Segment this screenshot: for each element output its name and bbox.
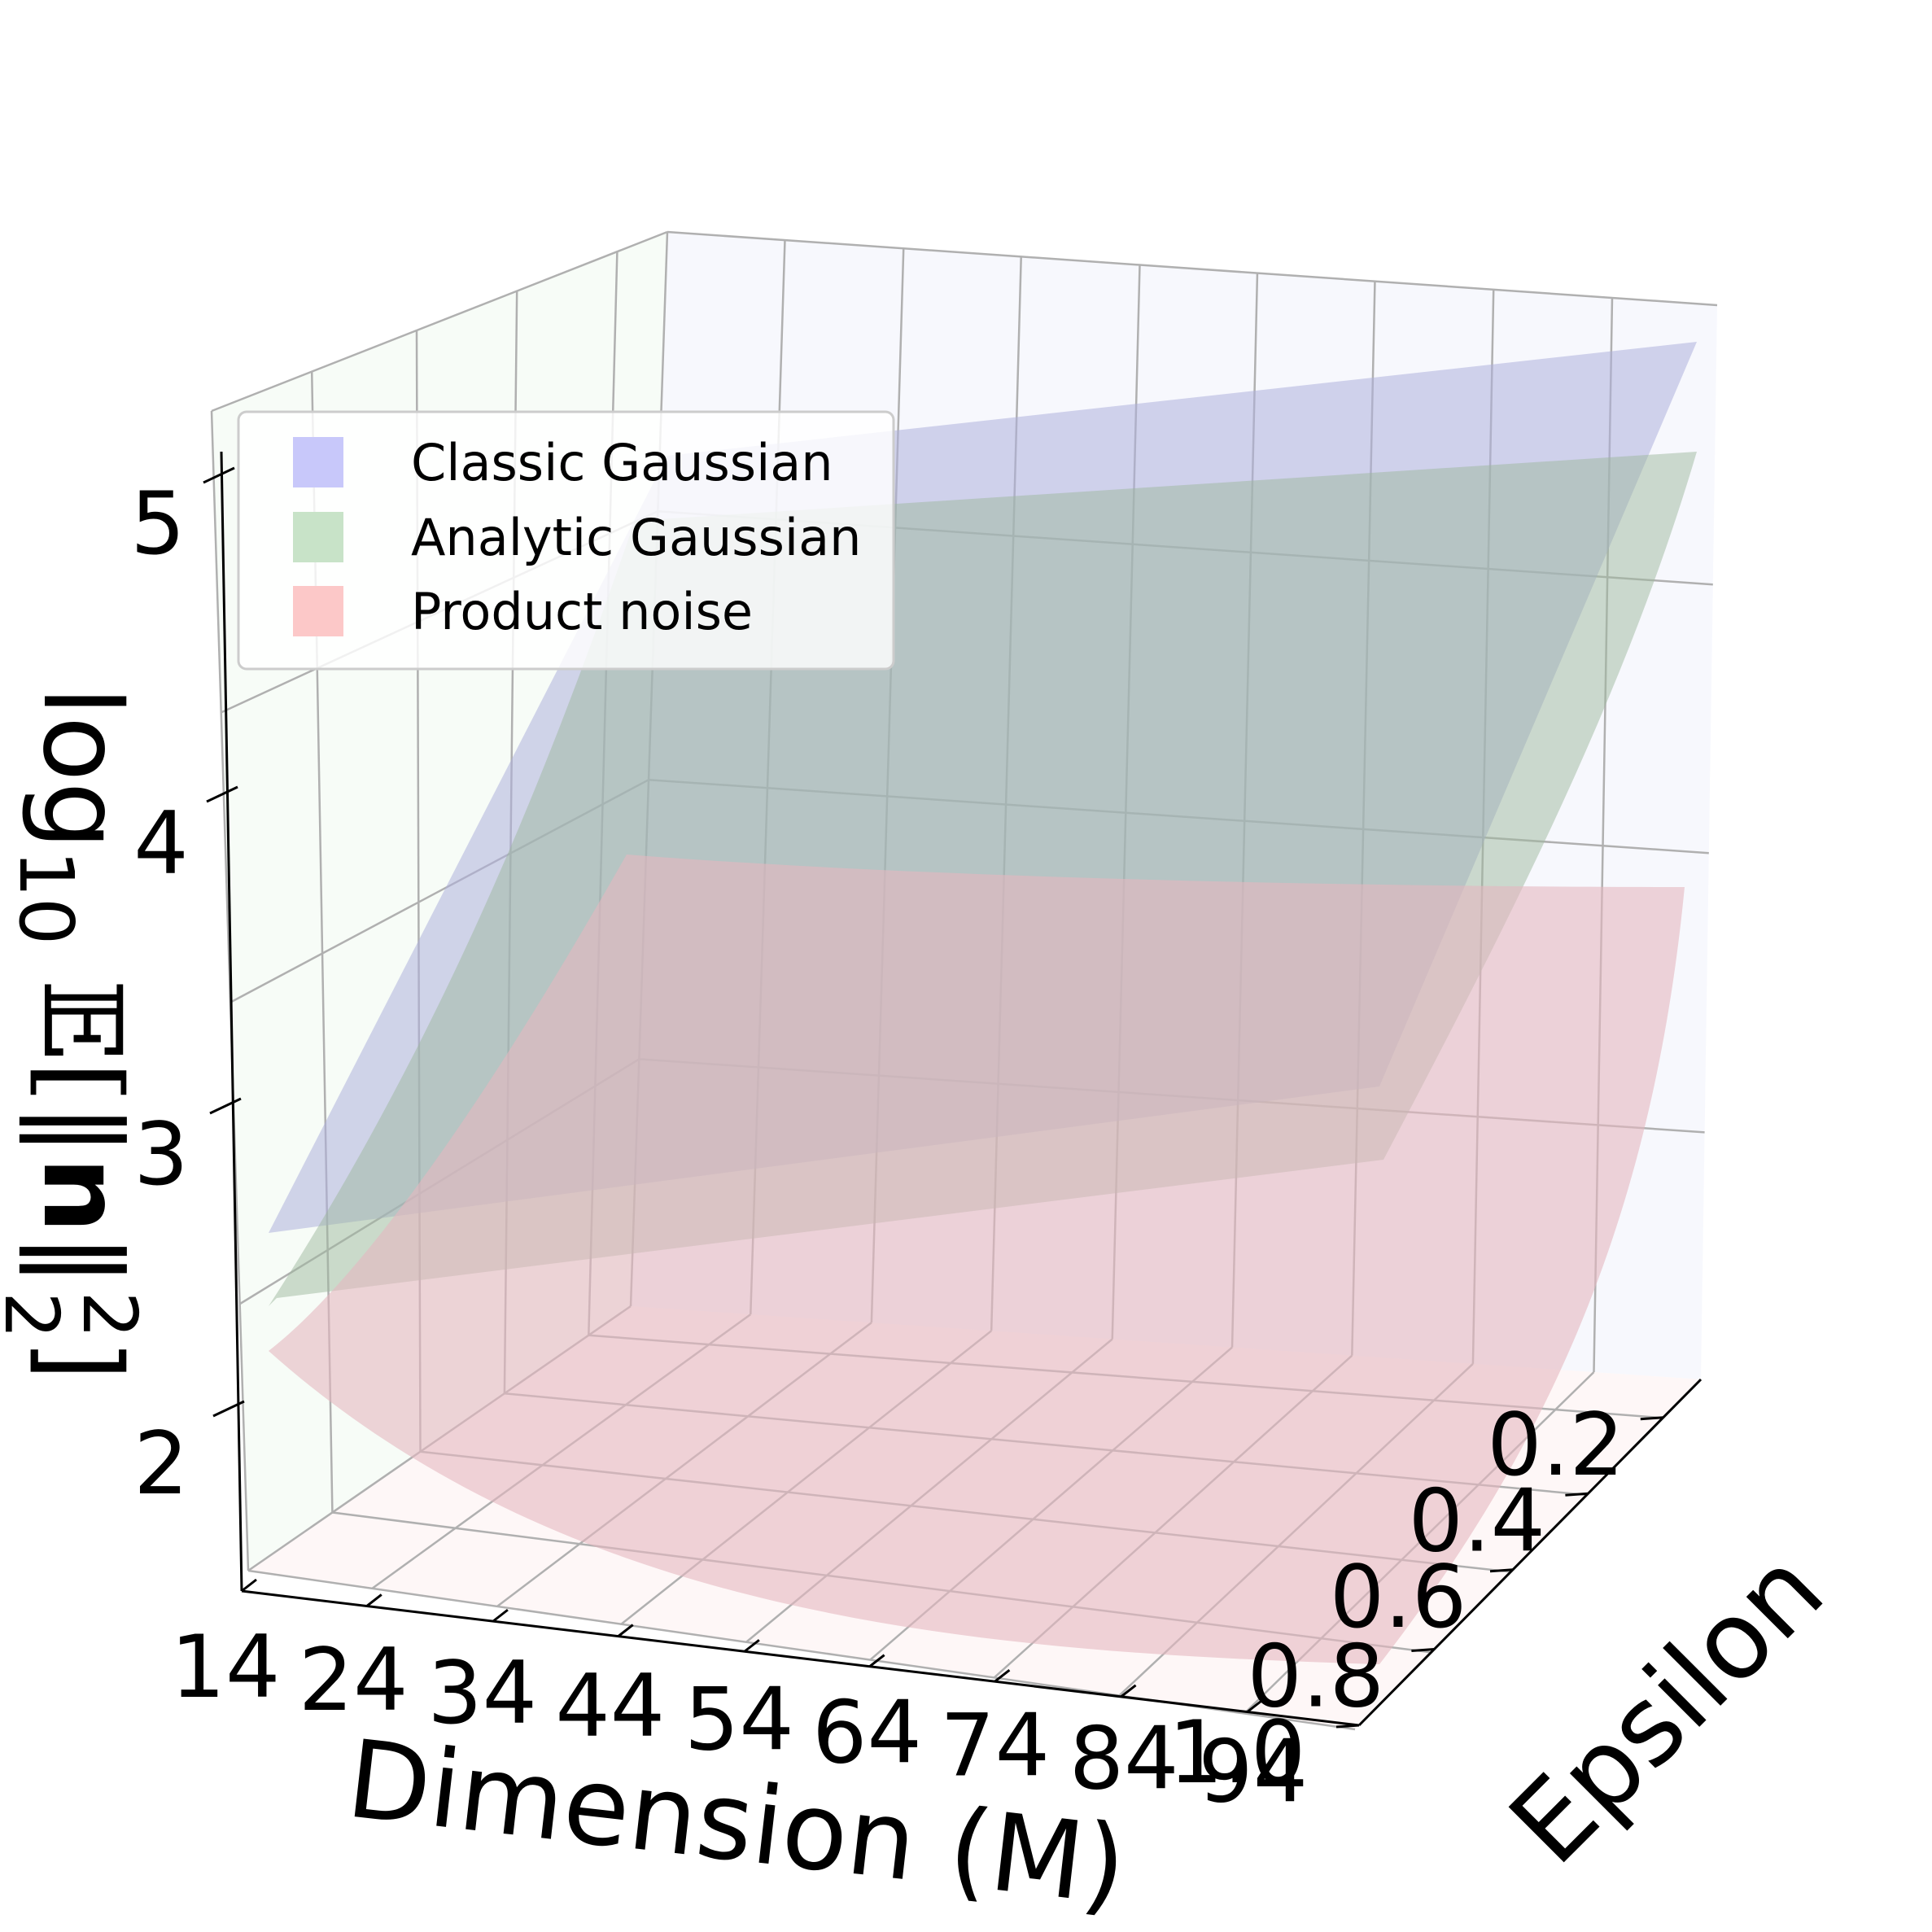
x-axis-ticks: 14 24 34 44 54 64 74 84 94 [171,1578,1308,1822]
grid-line-z-left [211,230,668,413]
z-tick-mark [209,1097,242,1115]
legend-label-classic-gaussian: Classic Gaussian [411,433,833,492]
z-tick-mark [212,1400,245,1418]
x-tick-label: 34 [427,1643,537,1743]
z-axis-label: log10 𝔼[‖n‖22] [0,686,153,1381]
y-axis-line [1357,1378,1703,1727]
y-tick-label: 0.2 [1487,1395,1624,1495]
x-tick-mark [994,1669,1011,1683]
x-tick-mark [492,1608,509,1623]
y-tick-label: 0.8 [1248,1627,1385,1727]
z-tick-label: 5 [130,474,185,574]
legend-swatch-classic-gaussian [293,437,343,487]
y-tick-label: 0.6 [1330,1547,1467,1647]
legend-label-product-noise: Product noise [411,582,753,641]
x-tick-mark [1246,1699,1263,1713]
z-tick-label: 4 [133,793,188,894]
y-tick-mark [1489,1568,1514,1573]
y-tick-mark [1565,1492,1589,1497]
x-axis-line [241,1589,1360,1727]
y-tick-mark [1411,1648,1435,1652]
axes [220,451,1703,1727]
x-tick-mark [365,1593,382,1607]
x-tick-label: 24 [299,1630,409,1730]
y-axis-label: Epsilon [1486,1527,1847,1888]
x-tick-mark [868,1654,885,1668]
y-tick-mark [1335,1724,1360,1729]
x-tick-mark [617,1624,634,1637]
x-tick-mark [743,1639,760,1653]
legend-box [237,410,895,671]
y-axis-ticks: 0.20.40.60.81.0 [1169,1395,1663,1803]
legend-swatch-product-noise [293,586,343,636]
legend-swatch-analytic-gaussian [293,512,343,562]
x-tick-label: 74 [940,1695,1050,1795]
x-tick-label: 94 [1198,1722,1308,1822]
x-tick-label: 14 [171,1617,281,1717]
x-tick-mark [241,1578,257,1593]
z-tick-mark [206,785,238,803]
x-tick-label: 84 [1069,1709,1179,1809]
z-axis-line [220,451,243,1592]
y-tick-mark [1640,1416,1663,1421]
x-tick-mark [1120,1684,1137,1698]
surface-product-noise [269,855,1685,1664]
x-tick-label: 44 [555,1656,665,1756]
z-tick-label: 3 [133,1104,188,1204]
legend-label-analytic-gaussian: Analytic Gaussian [411,508,861,567]
z-tick-label: 2 [133,1414,188,1514]
z-tick-mark [203,466,235,484]
grid-line-z-back [667,230,1718,307]
z-axis-ticks: 2 3 4 5 [130,466,245,1514]
y-tick-label: 1.0 [1169,1703,1306,1803]
x-tick-label: 54 [684,1669,794,1769]
legend: Classic Gaussian Analytic Gaussian Produ… [237,410,895,671]
x-tick-label: 64 [812,1682,922,1782]
y-tick-label: 0.4 [1409,1471,1546,1571]
